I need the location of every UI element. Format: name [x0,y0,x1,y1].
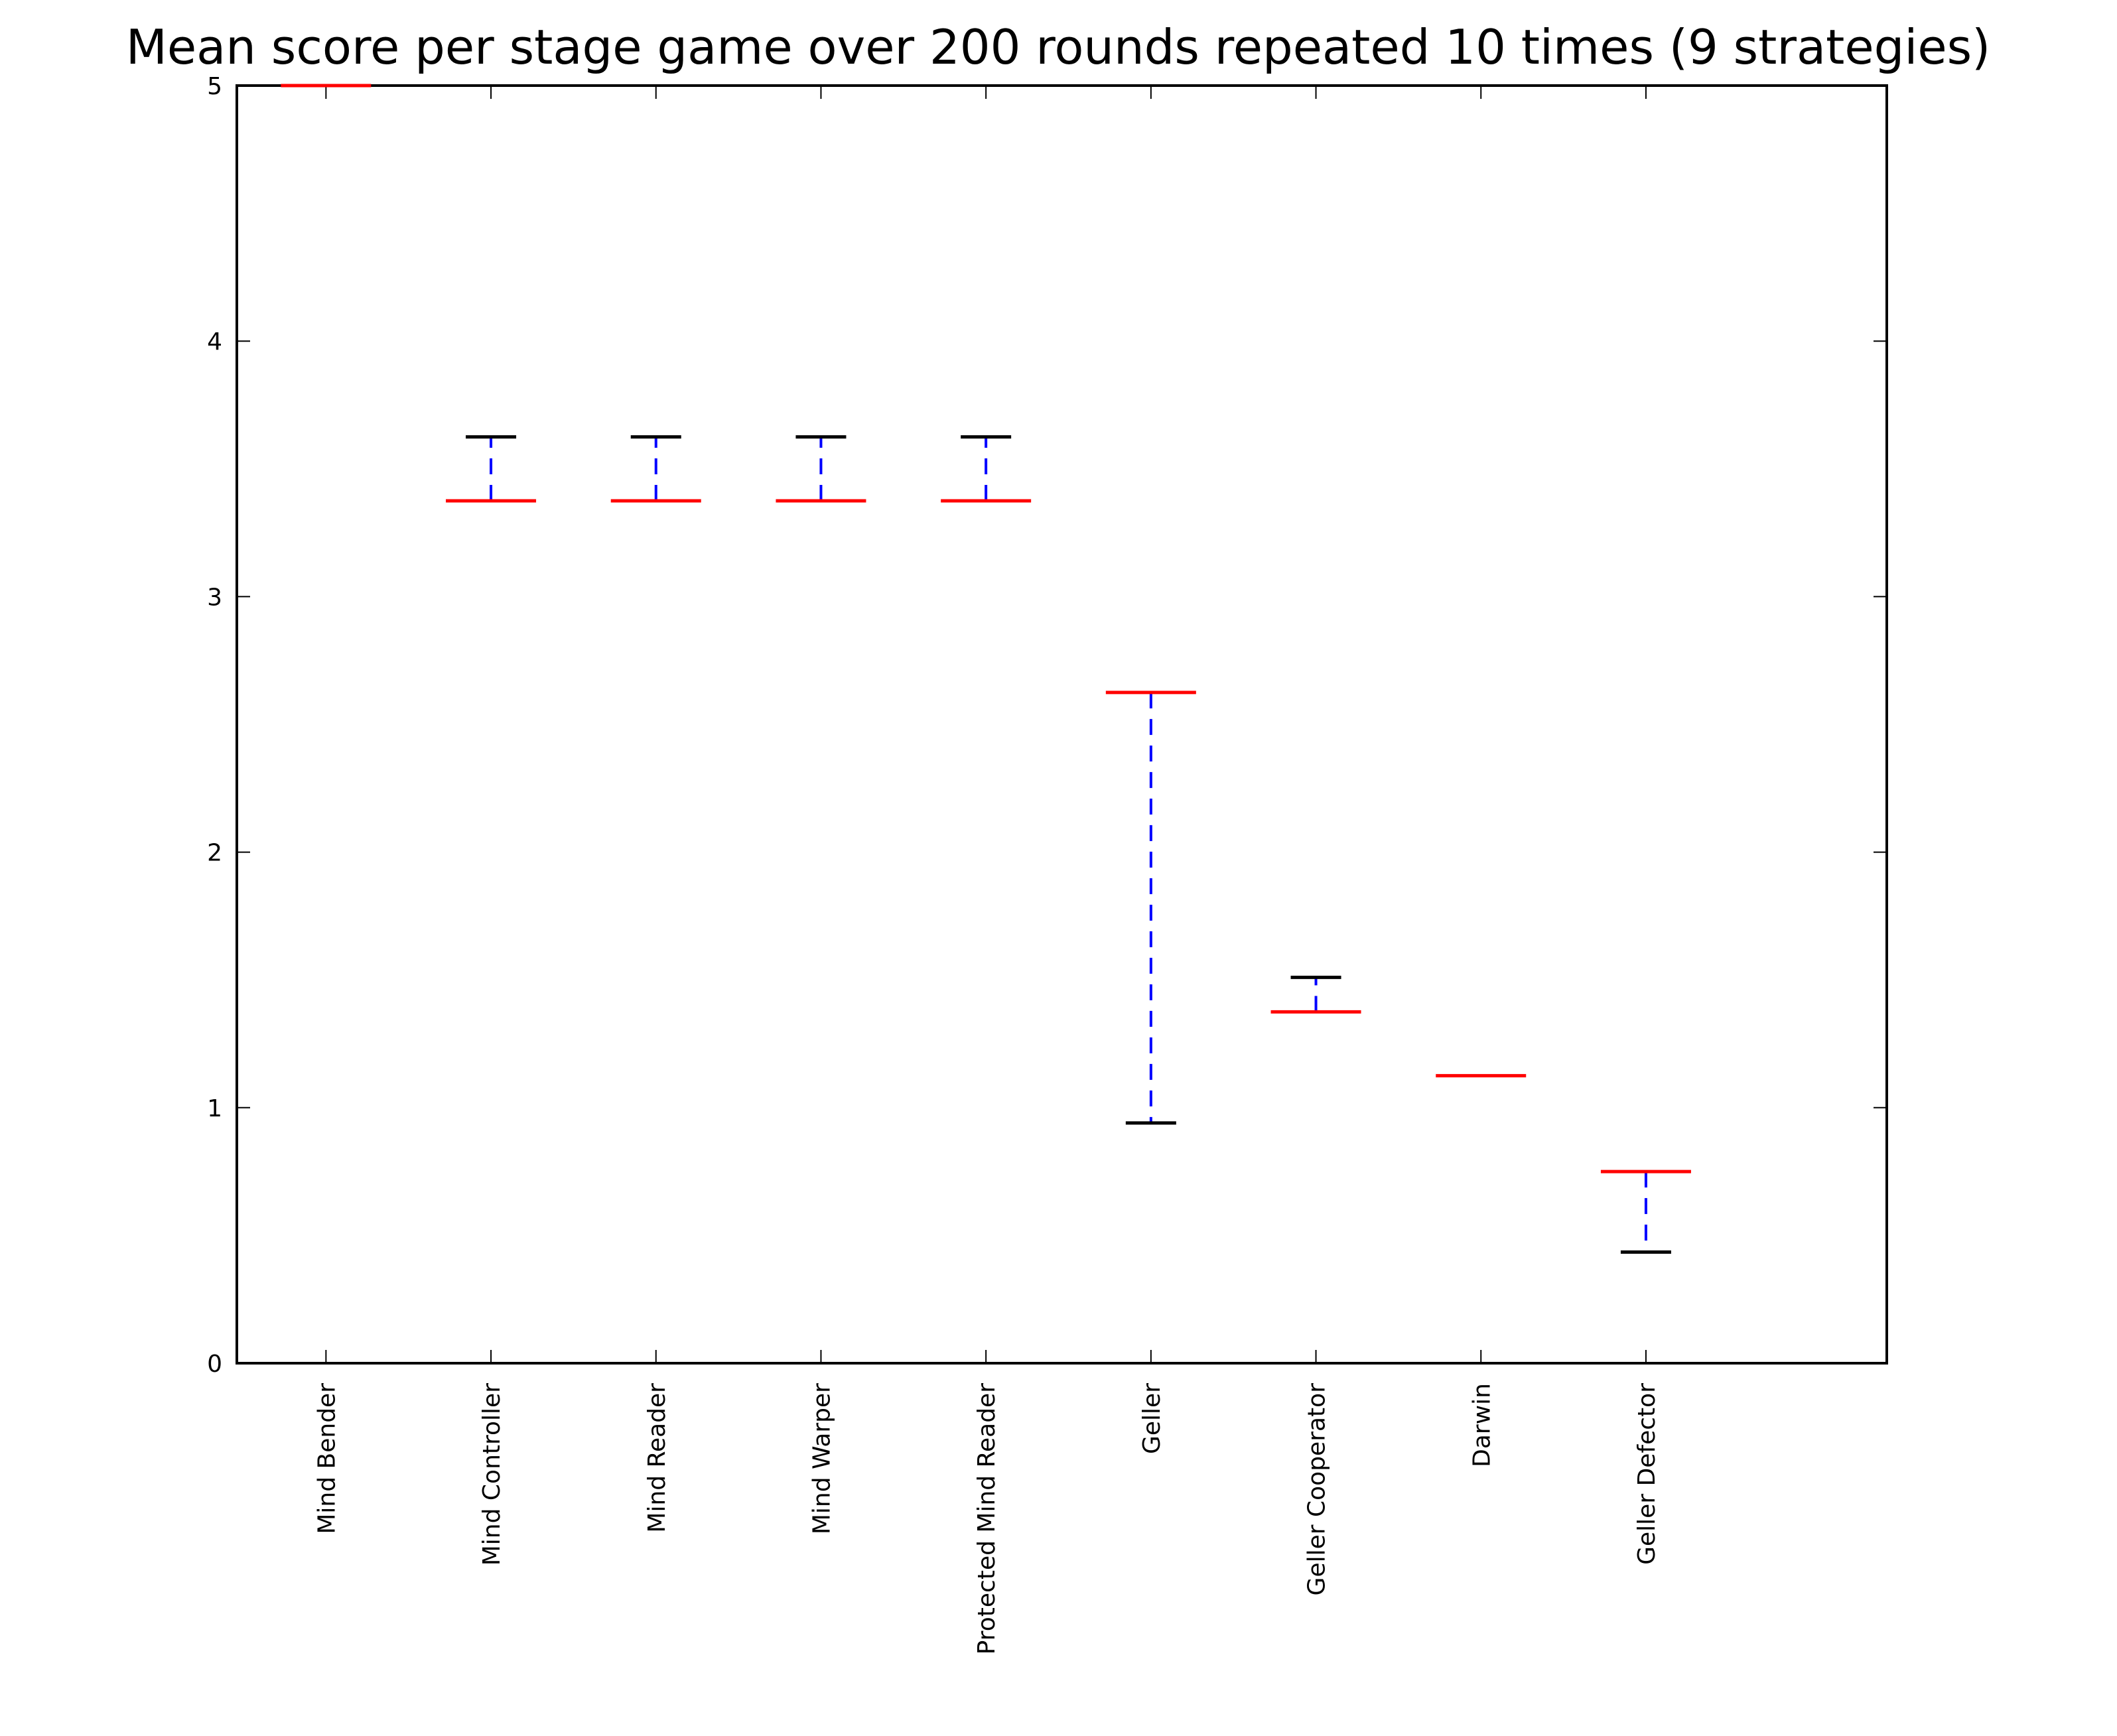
chart-title: Mean score per stage game over 200 round… [126,19,1991,75]
x-tick-label: Geller Defector [1633,1383,1661,1565]
x-tick-label: Mind Reader [644,1383,671,1533]
axes-frame [236,84,1888,1365]
y-tick-label: 0 [207,1351,222,1378]
plot-area: 0 1 2 3 4 5 Mind Bender Mind Controller Mind Rea… [207,73,1888,1655]
y-tick-label: 5 [207,73,222,100]
x-tick-label: Darwin [1468,1383,1495,1467]
x-tick-label: Mind Bender [313,1383,340,1534]
x-tick-label: Geller [1138,1383,1166,1454]
y-tick-label: 4 [207,328,222,356]
x-tick-label: Geller Cooperator [1304,1383,1331,1596]
y-tick-label: 3 [207,584,222,611]
x-tick-label: Mind Controller [478,1383,506,1566]
x-tick-label: Protected Mind Reader [973,1383,1000,1655]
y-tick-label: 1 [207,1095,222,1122]
y-tick-label: 2 [207,840,222,867]
x-tick-label: Mind Warper [808,1383,835,1534]
